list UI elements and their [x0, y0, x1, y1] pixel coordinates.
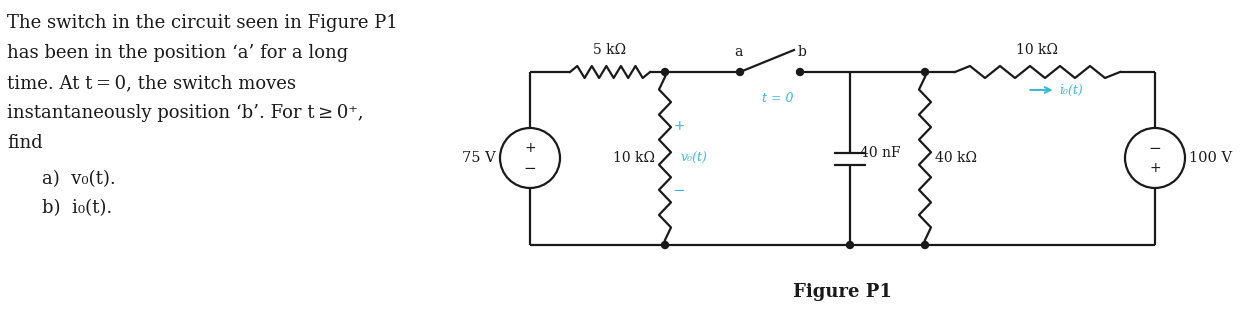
Text: i₀(t): i₀(t) — [1059, 83, 1083, 96]
Text: time. At t = 0, the switch moves: time. At t = 0, the switch moves — [7, 74, 296, 92]
Text: t = 0: t = 0 — [762, 92, 793, 105]
Circle shape — [797, 68, 803, 75]
Text: +: + — [1150, 161, 1161, 175]
Text: 10 kΩ: 10 kΩ — [1017, 43, 1059, 57]
Text: −: − — [1149, 140, 1161, 155]
Text: The switch in the circuit seen in Figure P1: The switch in the circuit seen in Figure… — [7, 14, 398, 32]
Text: a: a — [733, 45, 742, 59]
Text: 40 nF: 40 nF — [860, 146, 901, 160]
Text: +: + — [525, 141, 536, 155]
Text: a)  v₀(t).: a) v₀(t). — [42, 170, 116, 188]
Text: 5 kΩ: 5 kΩ — [593, 43, 626, 57]
Text: b: b — [798, 45, 807, 59]
Text: +: + — [674, 119, 685, 133]
Text: b)  i₀(t).: b) i₀(t). — [42, 199, 112, 217]
Text: find: find — [7, 134, 42, 152]
Text: 40 kΩ: 40 kΩ — [935, 151, 977, 165]
Text: 75 V: 75 V — [462, 151, 496, 165]
Text: −: − — [672, 183, 685, 198]
Text: v₀(t): v₀(t) — [681, 151, 707, 164]
Text: has been in the position ‘a’ for a long: has been in the position ‘a’ for a long — [7, 44, 348, 62]
Circle shape — [921, 68, 929, 75]
Text: instantaneously position ‘b’. For t ≥ 0⁺,: instantaneously position ‘b’. For t ≥ 0⁺… — [7, 104, 363, 122]
Text: Figure P1: Figure P1 — [793, 283, 892, 301]
Circle shape — [921, 242, 929, 249]
Circle shape — [846, 242, 854, 249]
Text: 100 V: 100 V — [1190, 151, 1232, 165]
Circle shape — [661, 68, 669, 75]
Circle shape — [661, 242, 669, 249]
Text: −: − — [523, 160, 537, 176]
Circle shape — [737, 68, 743, 75]
Text: 10 kΩ: 10 kΩ — [613, 151, 655, 165]
